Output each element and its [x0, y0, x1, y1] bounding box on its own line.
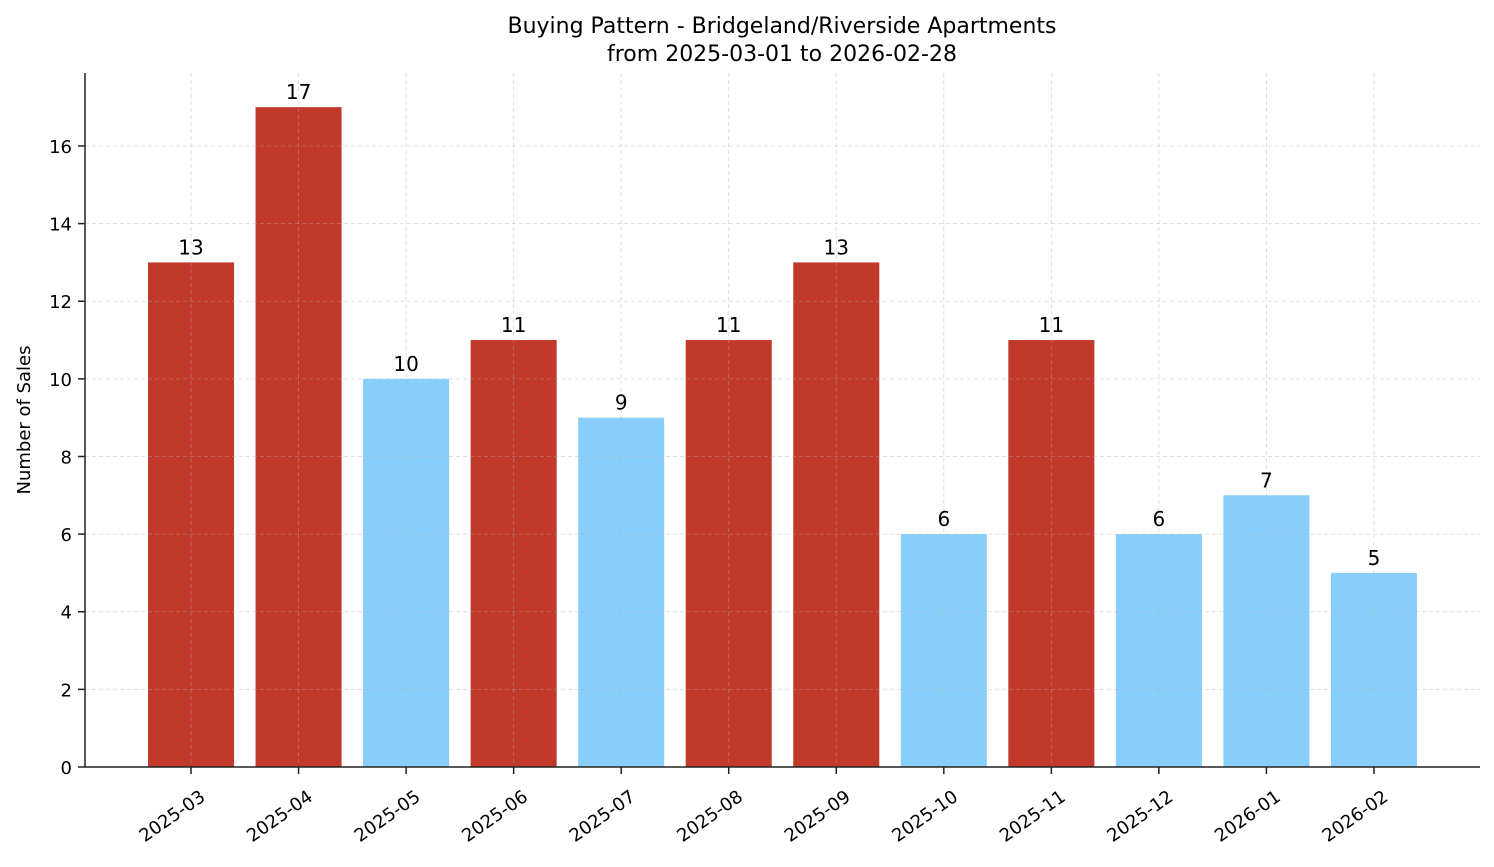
- y-axis-label: Number of Sales: [14, 345, 35, 494]
- y-tick-label: 2: [61, 680, 72, 701]
- y-tick-label: 16: [49, 137, 72, 158]
- y-tick-label: 0: [61, 758, 72, 779]
- data-label: 17: [286, 80, 311, 104]
- x-tick-label: 2025-07: [566, 786, 640, 846]
- data-label: 7: [1260, 468, 1273, 492]
- y-tick-label: 4: [61, 603, 72, 624]
- y-tick-label: 8: [61, 447, 72, 468]
- data-label: 13: [178, 235, 203, 259]
- x-tick-label: 2026-01: [1211, 786, 1285, 846]
- y-tick-label: 10: [49, 370, 72, 391]
- x-tick-label: 2025-11: [996, 786, 1070, 846]
- x-tick-label: 2025-06: [458, 786, 532, 846]
- x-tick-label: 2025-09: [781, 786, 855, 846]
- x-tick-label: 2025-08: [673, 786, 747, 846]
- y-tick-label: 6: [61, 525, 72, 546]
- data-label: 6: [1153, 507, 1166, 531]
- y-tick-label: 14: [49, 215, 72, 236]
- x-tick-label: 2025-10: [888, 786, 962, 846]
- data-label: 6: [937, 507, 950, 531]
- data-label: 5: [1368, 546, 1381, 570]
- chart-subtitle: from 2025-03-01 to 2026-02-28: [607, 42, 957, 67]
- chart-title: Buying Pattern - Bridgeland/Riverside Ap…: [507, 14, 1056, 39]
- data-label: 11: [1039, 313, 1064, 337]
- x-tick-label: 2025-04: [243, 786, 317, 846]
- x-tick-label: 2025-05: [351, 786, 425, 846]
- y-tick-label: 12: [49, 292, 72, 313]
- data-label: 9: [615, 391, 628, 415]
- bar-2026-01: [1223, 495, 1310, 767]
- x-tick-label: 2026-02: [1319, 786, 1393, 846]
- data-label: 11: [716, 313, 741, 337]
- data-label: 13: [824, 235, 849, 259]
- data-label: 11: [501, 313, 526, 337]
- data-label: 10: [393, 352, 418, 376]
- x-tick-label: 2025-03: [136, 786, 210, 846]
- x-tick-label: 2025-12: [1103, 786, 1177, 846]
